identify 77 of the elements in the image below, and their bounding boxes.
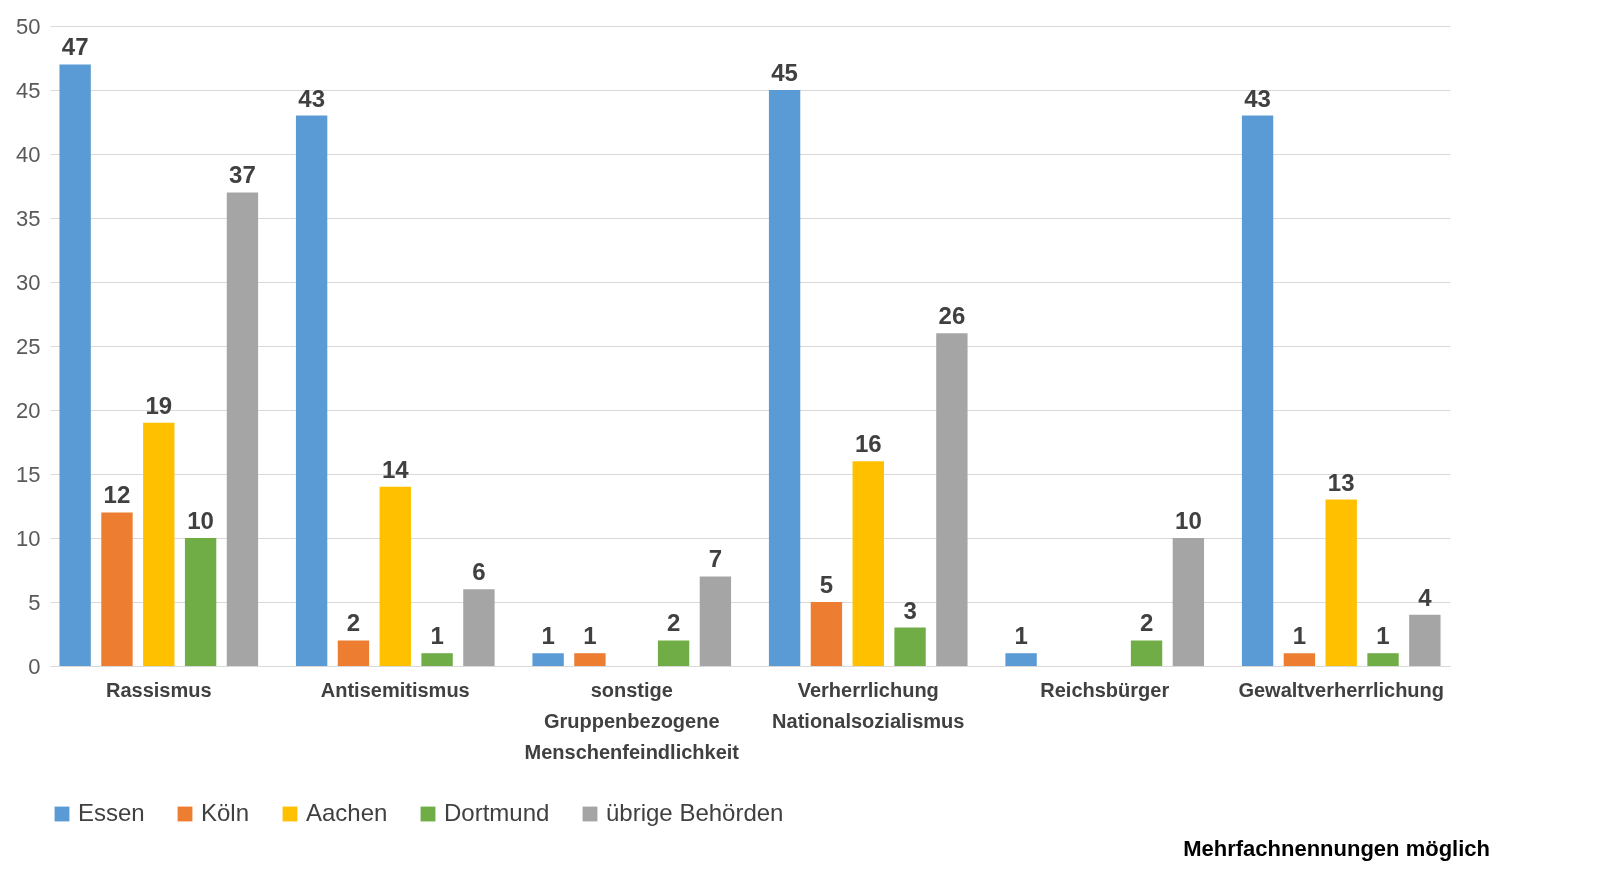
data-label: 13 (1327, 468, 1355, 496)
data-label: 1 (430, 622, 444, 650)
y-tick-label: 45 (16, 77, 41, 103)
bar (810, 602, 843, 666)
data-label: 5 (819, 571, 834, 598)
data-label: 2 (1139, 609, 1154, 637)
y-tick-label: 25 (16, 333, 41, 359)
bar (379, 486, 411, 666)
data-label: 12 (103, 481, 131, 509)
bar (1241, 115, 1274, 666)
text: Mehrfachnennungen möglich (1183, 836, 1490, 861)
bar (59, 64, 91, 666)
y-tick-label: 50 (16, 13, 41, 39)
bar (657, 640, 690, 666)
bar (463, 589, 495, 666)
legend-label: Dortmund (444, 799, 550, 826)
data-label: 14 (381, 455, 410, 483)
legend-label: Köln (201, 799, 250, 826)
data-label: 43 (1244, 84, 1271, 112)
y-tick-label: 10 (16, 525, 41, 551)
data-label: 16 (854, 430, 882, 458)
legend-label: Essen (78, 799, 145, 826)
bar (574, 653, 606, 666)
bar (1283, 653, 1316, 666)
y-tick-label: 20 (16, 397, 41, 423)
data-label: 10 (187, 507, 214, 534)
bar (337, 640, 370, 666)
bar (226, 192, 259, 666)
x-tick-label: Reichsbürger (1040, 678, 1170, 701)
data-label: 10 (1175, 507, 1202, 534)
bar (1005, 653, 1037, 666)
data-label: 1 (541, 622, 555, 650)
bar (1409, 614, 1441, 666)
data-label: 1 (1292, 622, 1307, 650)
bar (852, 461, 884, 666)
bar (143, 422, 175, 666)
bar (936, 333, 968, 666)
bar (1172, 538, 1205, 666)
x-tick-label: Rassismus (105, 678, 212, 701)
data-label: 4 (1418, 583, 1433, 611)
y-tick-label: 15 (16, 461, 41, 487)
data-label: 3 (903, 596, 917, 624)
legend-label: übrige Behörden (606, 799, 784, 826)
data-label: 6 (472, 558, 486, 586)
bar (1130, 640, 1163, 666)
y-tick-label: 40 (16, 141, 41, 167)
x-tick-label: Verherrlichung Nationalsozialismus (772, 678, 965, 732)
y-tick-label: 0 (28, 653, 41, 679)
x-tick-label: Gewaltverherrlichung (1238, 678, 1445, 701)
data-label: 1 (583, 622, 597, 650)
bar (532, 653, 564, 666)
data-label: 7 (708, 545, 723, 573)
data-label: 43 (298, 84, 325, 112)
data-label: 1 (1014, 622, 1028, 650)
data-label: 2 (666, 609, 681, 637)
data-label: 1 (1376, 622, 1390, 650)
x-tick-label: Antisemitismus (320, 678, 470, 701)
y-tick-label: 5 (28, 589, 41, 615)
y-tick-label: 30 (16, 269, 41, 295)
bar (768, 90, 801, 666)
data-label: 2 (346, 609, 361, 637)
bar (699, 576, 732, 666)
x-tick-label: sonstige Gruppenbezogene Menschenfeindlichkeit (524, 678, 740, 763)
bar (1367, 653, 1399, 666)
data-label: 47 (61, 33, 89, 61)
data-label: 26 (938, 302, 966, 330)
y-tick-label: 35 (16, 205, 41, 231)
data-label: 19 (145, 391, 173, 419)
bar (1325, 499, 1357, 666)
bar (421, 653, 453, 666)
bar (101, 512, 133, 666)
data-label: 37 (229, 161, 256, 189)
legend-label: Aachen (306, 799, 388, 826)
data-label: 45 (771, 59, 798, 86)
bar (295, 115, 328, 666)
bar (184, 538, 217, 666)
bar (894, 627, 926, 666)
